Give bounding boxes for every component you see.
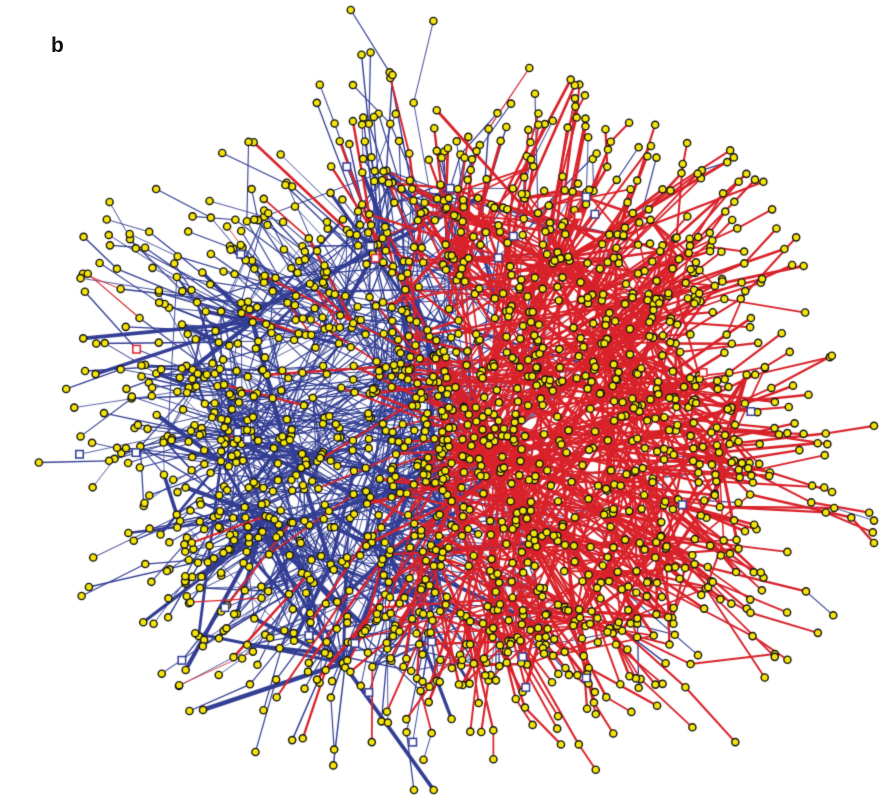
panel-label: b <box>51 34 64 57</box>
